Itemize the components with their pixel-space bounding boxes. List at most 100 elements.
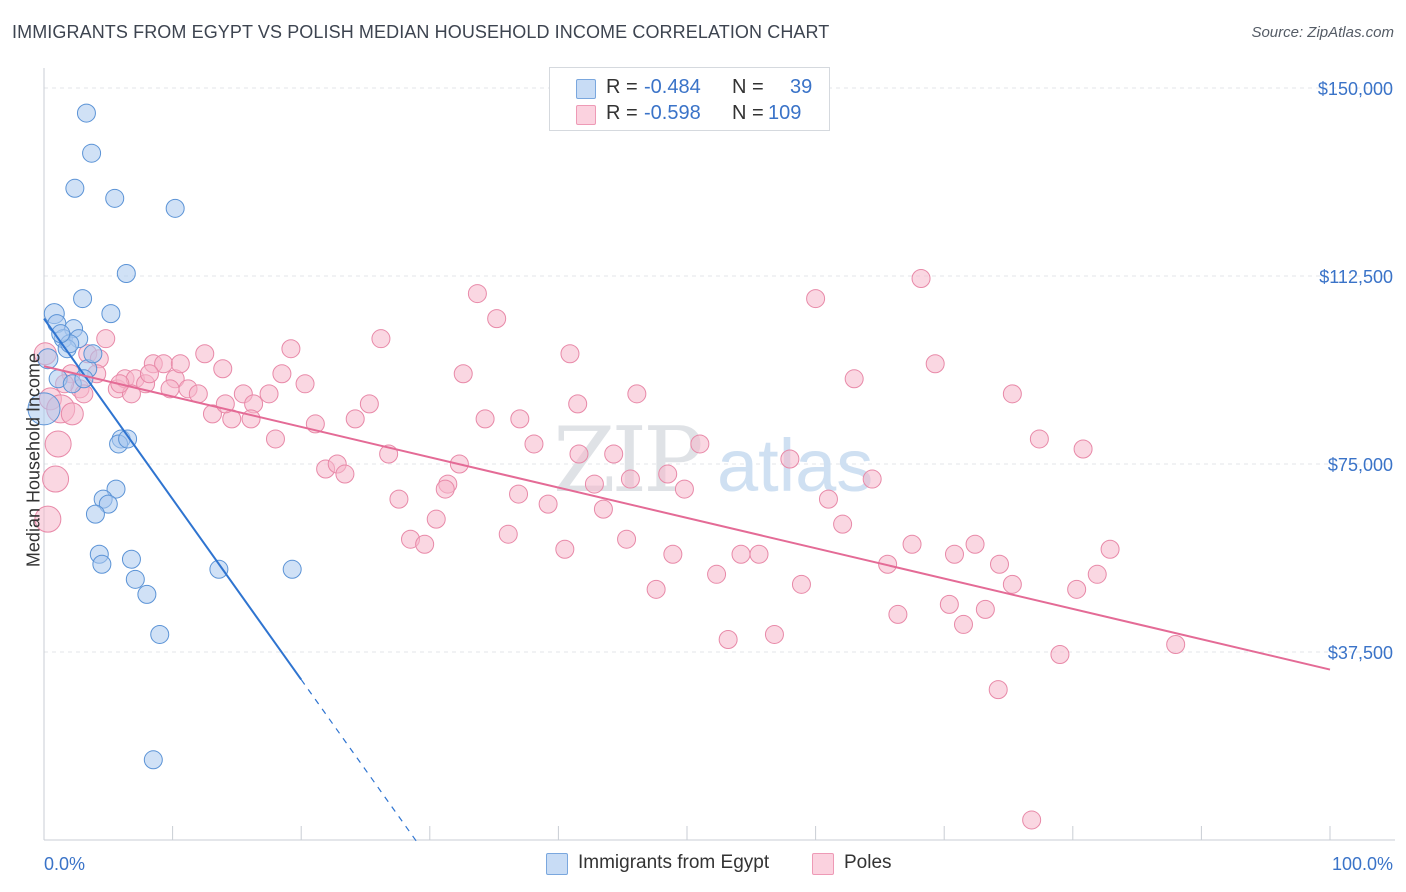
poles-point	[620, 469, 640, 489]
poles-point	[272, 364, 292, 384]
axes	[43, 68, 1395, 841]
y-tick-label: $37,500	[1328, 643, 1393, 663]
poles-point	[593, 499, 613, 519]
legend-r-value: -0.484	[644, 76, 701, 98]
egypt-point	[282, 559, 302, 579]
poles-point	[1166, 634, 1186, 654]
poles-point	[764, 624, 784, 644]
egypt-point	[125, 569, 145, 589]
poles-point	[989, 554, 1009, 574]
legend-swatch-poles	[576, 105, 596, 125]
egypt-point	[105, 188, 125, 208]
poles-point	[510, 409, 530, 429]
poles-point	[435, 479, 455, 499]
poles-point	[1067, 579, 1087, 599]
legend-row-poles: R = -0.598 N = 109	[550, 102, 829, 126]
egypt-point	[82, 143, 102, 163]
poles-point	[844, 369, 864, 389]
egypt-point	[121, 549, 141, 569]
poles-point	[426, 509, 446, 529]
poles-point	[806, 289, 826, 309]
legend-swatch-egypt	[576, 79, 596, 99]
poles-point	[44, 430, 72, 458]
poles-point	[646, 579, 666, 599]
poles-point	[718, 629, 738, 649]
poles-point	[749, 544, 769, 564]
poles-point	[584, 474, 604, 494]
poles-point	[953, 614, 973, 634]
poles-point	[389, 489, 409, 509]
legend-n-value: 39	[790, 76, 813, 98]
poles-point	[371, 329, 391, 349]
poles-point	[569, 444, 589, 464]
poles-point	[988, 680, 1008, 700]
poles-point	[965, 534, 985, 554]
poles-point	[658, 464, 678, 484]
poles-point	[487, 309, 507, 329]
poles-point	[345, 409, 365, 429]
poles-point	[1002, 574, 1022, 594]
poles-point	[731, 544, 751, 564]
egypt-point	[85, 504, 105, 524]
egypt-point	[27, 392, 61, 426]
poles-point	[1050, 645, 1070, 665]
poles-point	[139, 364, 159, 384]
poles-point	[195, 344, 215, 364]
poles-point	[627, 384, 647, 404]
poles-point	[475, 409, 495, 429]
egypt-point	[92, 554, 112, 574]
poles-point	[42, 465, 70, 493]
poles-point	[663, 544, 683, 564]
egypt-point	[37, 348, 59, 370]
egypt-point	[106, 479, 126, 499]
correlation-legend: R = -0.484 N = 39 R = -0.598 N = 109	[549, 67, 830, 131]
legend-r-value: -0.598	[644, 102, 701, 124]
legend-n-label: N =	[732, 76, 764, 98]
egypt-point	[98, 494, 118, 514]
poles-point	[509, 484, 529, 504]
egypt-point	[137, 584, 157, 604]
egypt-point	[209, 559, 229, 579]
egypt-trendline-extension	[300, 679, 418, 843]
egypt-point	[165, 198, 185, 218]
poles-point	[902, 534, 922, 554]
egypt-point	[83, 344, 103, 364]
poles-point	[555, 539, 575, 559]
egypt-point	[73, 289, 93, 309]
poles-point	[862, 469, 882, 489]
poles-point	[498, 524, 518, 544]
y-axis-label: Median Household Income	[23, 352, 44, 568]
poles-point	[780, 449, 800, 469]
poles-point	[911, 269, 931, 289]
egypt-trendline	[43, 318, 303, 681]
poles-point	[833, 514, 853, 534]
legend-n-label: N =	[732, 102, 764, 124]
poles-point	[674, 479, 694, 499]
poles-point	[265, 429, 285, 449]
poles-point	[939, 594, 959, 614]
poles-point	[259, 384, 279, 404]
egypt-point	[143, 750, 163, 770]
egypt-point	[65, 178, 85, 198]
poles-point	[281, 339, 301, 359]
poles-point	[415, 534, 435, 554]
poles-point	[925, 354, 945, 374]
y-tick-label: $75,000	[1328, 455, 1393, 475]
source-label: Source: ZipAtlas.com	[1251, 24, 1394, 41]
bottom-legend-swatch-egypt	[546, 853, 568, 875]
poles-point	[295, 374, 315, 394]
poles-point	[60, 402, 84, 426]
poles-point	[944, 544, 964, 564]
legend-r-label: R =	[606, 76, 638, 98]
bottom-legend-label-egypt: Immigrants from Egypt	[578, 852, 770, 873]
poles-point	[1073, 439, 1093, 459]
x-tick-labels: 0.0% 100.0%	[44, 854, 1393, 874]
poles-point	[160, 379, 180, 399]
trendlines	[43, 318, 1331, 843]
y-tick-labels: $37,500 $75,000 $112,500 $150,000	[1318, 79, 1393, 663]
y-tick-label: $150,000	[1318, 79, 1393, 99]
egypt-point	[150, 624, 170, 644]
poles-point	[1022, 810, 1042, 830]
poles-point	[1002, 384, 1022, 404]
